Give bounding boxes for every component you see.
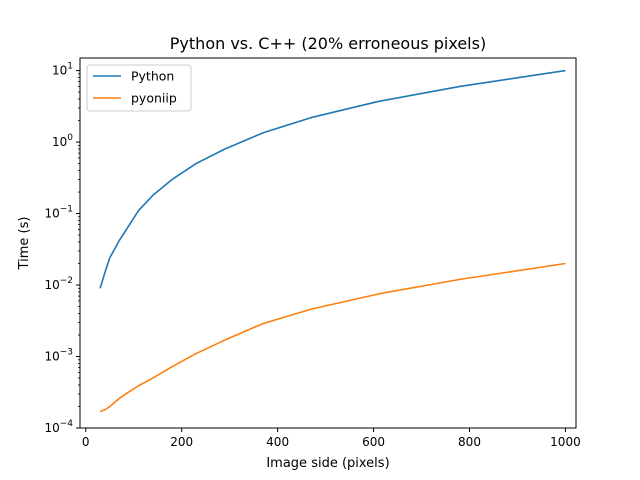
x-tick-label: 600 xyxy=(362,435,385,449)
y-tick-exponent: 0 xyxy=(67,133,73,143)
series-layer xyxy=(99,69,566,413)
y-tick-label: 10−3 xyxy=(44,348,73,364)
y-tick-base: 10 xyxy=(44,278,59,292)
y-tick-label: 101 xyxy=(52,62,73,78)
y-tick-base: 10 xyxy=(44,421,59,435)
y-tick-exponent: −1 xyxy=(60,205,73,215)
y-tick-exponent: −4 xyxy=(60,419,74,429)
y-tick-label: 10−1 xyxy=(44,205,73,221)
legend-label-pyoniip: pyoniip xyxy=(131,91,177,106)
y-tick-base: 10 xyxy=(52,64,67,78)
y-tick-label: 100 xyxy=(52,133,73,149)
y-tick-exponent: −3 xyxy=(60,348,73,358)
plot-area xyxy=(80,58,576,428)
y-tick-exponent: 1 xyxy=(67,62,73,72)
series-line-pyoniip xyxy=(99,262,566,413)
y-tick-base: 10 xyxy=(44,207,59,221)
y-tick-exponent: −2 xyxy=(60,276,73,286)
plot-frame xyxy=(79,57,577,429)
y-tick-base: 10 xyxy=(44,350,59,364)
y-tick-base: 10 xyxy=(52,135,67,149)
x-tick-label: 1000 xyxy=(550,435,581,449)
legend-label-python: Python xyxy=(131,69,174,84)
x-axis: 0 200 400 600 800 1000 xyxy=(82,428,581,449)
y-tick-label: 10−2 xyxy=(44,276,73,292)
y-tick-label: 10−4 xyxy=(44,419,73,435)
x-tick-label: 800 xyxy=(458,435,481,449)
x-tick-label: 200 xyxy=(170,435,193,449)
x-tick-label: 400 xyxy=(266,435,289,449)
chart-title: Python vs. C++ (20% erroneous pixels) xyxy=(170,34,486,53)
y-axis-label: Time (s) xyxy=(17,217,32,271)
legend: Python pyoniip xyxy=(86,64,192,112)
x-axis-label: Image side (pixels) xyxy=(266,456,389,471)
series-line-python xyxy=(99,69,566,289)
x-tick-label: 0 xyxy=(82,435,90,449)
